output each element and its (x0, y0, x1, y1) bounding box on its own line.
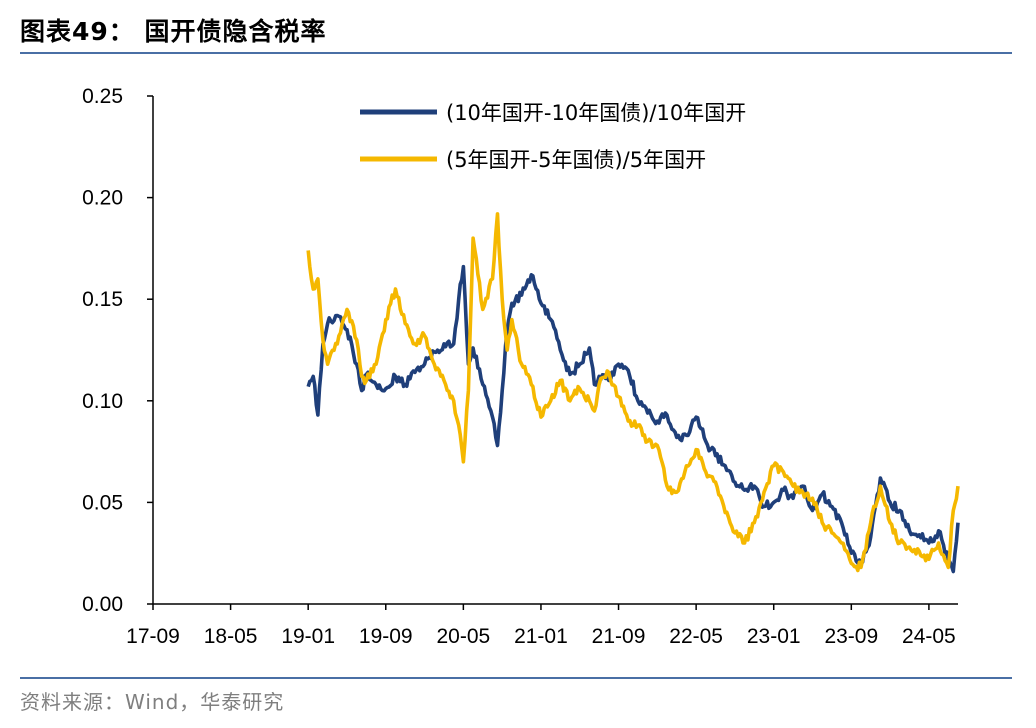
x-tick-label: 23-01 (747, 625, 801, 648)
chart-legend: (10年国开-10年国债)/10年国开 (5年国开-5年国债)/5年国开 (360, 101, 746, 172)
x-tick-label: 24-05 (902, 625, 956, 648)
source-rule (20, 677, 1012, 679)
x-tick-label: 18-05 (204, 625, 258, 648)
y-tick-label: 0.05 (82, 491, 123, 514)
x-tick-label: 23-09 (824, 625, 878, 648)
y-tick-label: 0.10 (82, 390, 123, 413)
x-tick-label: 17-09 (126, 625, 180, 648)
series-layer (306, 212, 960, 574)
legend-label-1: (10年国开-10年国债)/10年国开 (446, 101, 746, 125)
y-tick-label: 0.15 (82, 288, 123, 311)
legend-label-2: (5年国开-5年国债)/5年国开 (446, 148, 706, 172)
x-tick-label: 21-01 (514, 625, 568, 648)
chart-axes: 0.00 0.05 0.10 0.15 0.20 0.25 17-09 18-05 19-01 1… (82, 85, 958, 648)
x-tick-label: 19-01 (281, 625, 335, 648)
series-line-2 (306, 212, 960, 573)
x-tick-label: 20-05 (437, 625, 491, 648)
title-rule (20, 52, 1012, 54)
y-tick-label: 0.20 (82, 187, 123, 210)
source-note: 资料来源：Wind，华泰研究 (20, 690, 285, 714)
x-tick-label: 19-09 (359, 625, 413, 648)
x-tick-label: 22-05 (669, 625, 723, 648)
y-tick-label: 0.25 (82, 85, 123, 108)
series-line-1 (306, 264, 960, 574)
y-tick-label: 0.00 (82, 593, 123, 616)
figure-title: 图表49： 国开债隐含税率 (20, 17, 327, 46)
x-tick-label: 21-09 (592, 625, 646, 648)
line-chart: 0.00 0.05 0.10 0.15 0.20 0.25 17-09 18-05 19-01 1… (82, 85, 960, 648)
